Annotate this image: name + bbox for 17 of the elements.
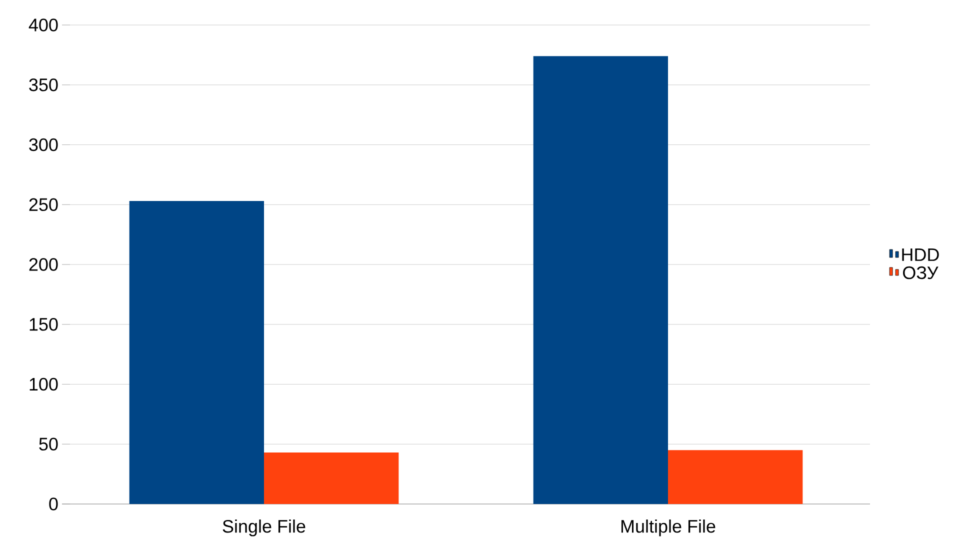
x-tick-label: Single File <box>222 520 306 536</box>
y-tick-label: 150 <box>30 318 58 331</box>
y-tick-label: 350 <box>29 78 58 92</box>
bar <box>264 452 399 504</box>
bar <box>533 56 668 504</box>
legend-label: HDD <box>902 248 939 261</box>
bar <box>129 201 264 504</box>
y-tick-label: 50 <box>39 438 58 450</box>
y-tick-label: 0 <box>49 498 58 510</box>
legend-label: ОЗУ <box>903 266 938 280</box>
x-tick-label: Multiple File <box>621 520 716 536</box>
y-tick-label: 200 <box>29 258 58 271</box>
y-tick-label: 300 <box>29 138 58 152</box>
y-tick-label: 100 <box>30 378 58 391</box>
bar <box>668 450 803 504</box>
y-tick-label: 250 <box>29 198 58 211</box>
y-tick-label: 400 <box>28 18 58 32</box>
